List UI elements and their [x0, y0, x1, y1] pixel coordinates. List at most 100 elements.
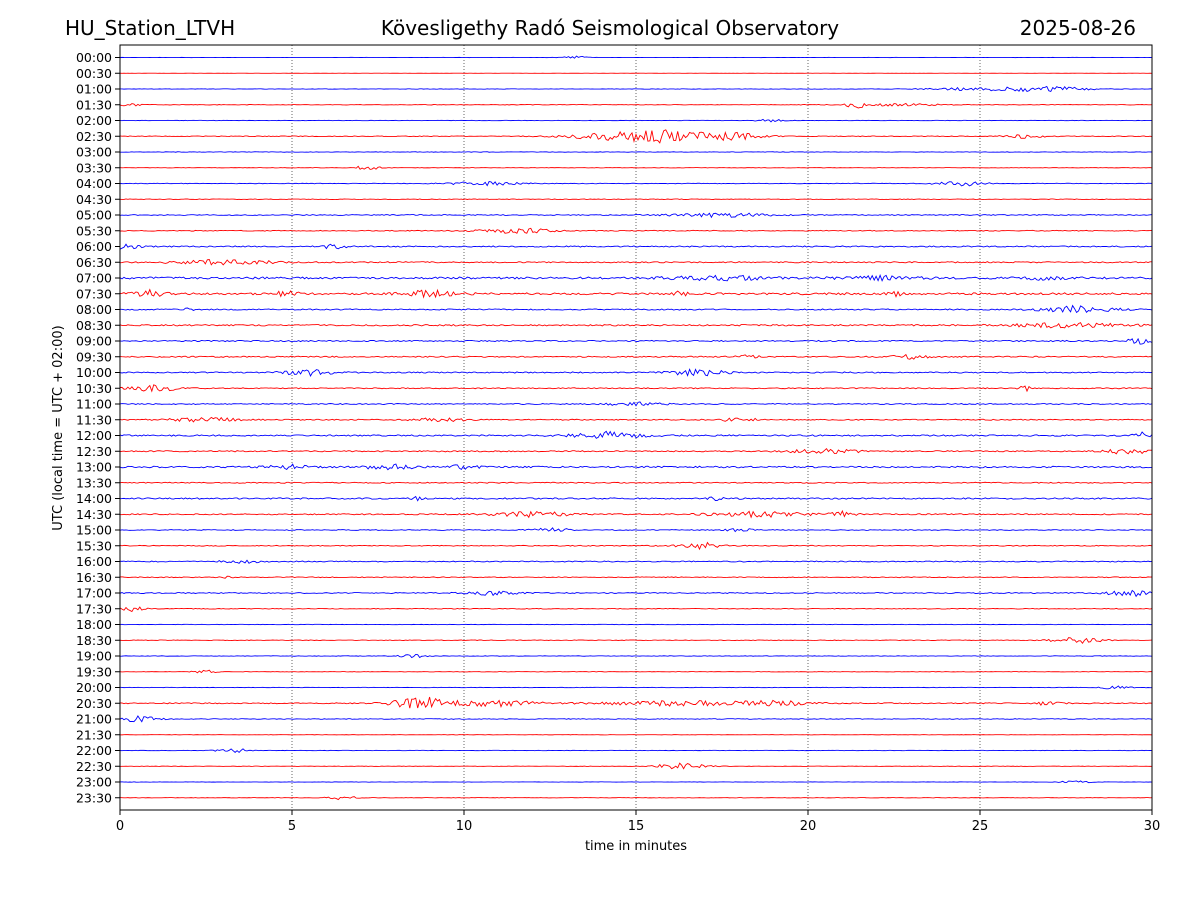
- trace-1130: [119, 416, 1153, 423]
- trace-1400: [119, 495, 1153, 502]
- trace-0630: [119, 259, 1153, 266]
- y-tick-label: 14:00: [76, 491, 112, 506]
- trace-0530: [119, 227, 1153, 234]
- trace-2330: [119, 796, 1153, 801]
- y-tick-label: 18:30: [76, 633, 112, 648]
- y-tick-label: 16:00: [76, 554, 112, 569]
- trace-0700: [119, 274, 1153, 282]
- trace-1830: [119, 637, 1153, 645]
- y-tick-label: 04:00: [76, 176, 112, 191]
- trace-1530: [119, 541, 1153, 551]
- trace-0400: [119, 180, 1153, 187]
- trace-2030: [119, 696, 1153, 709]
- y-tick-label: 02:00: [76, 113, 112, 128]
- trace-0000: [119, 55, 1153, 59]
- trace-1430: [119, 509, 1153, 519]
- x-tick-label: 0: [116, 819, 124, 834]
- trace-1700: [119, 589, 1153, 598]
- trace-1900: [119, 653, 1153, 659]
- y-tick-label: 05:00: [76, 208, 112, 223]
- y-tick-label: 16:30: [76, 570, 112, 585]
- trace-1030: [119, 384, 1153, 393]
- y-tick-label: 08:30: [76, 318, 112, 333]
- trace-1730: [119, 606, 1153, 613]
- x-tick-label: 15: [628, 819, 645, 834]
- y-tick-label: 23:30: [76, 790, 112, 805]
- y-tick-label: 07:00: [76, 271, 112, 286]
- trace-0800: [119, 304, 1153, 314]
- y-tick-label: 22:30: [76, 759, 112, 774]
- trace-1630: [119, 575, 1153, 579]
- y-tick-label: 00:00: [76, 50, 112, 65]
- y-tick-label: 20:00: [76, 680, 112, 695]
- trace-0930: [119, 353, 1153, 360]
- trace-1600: [119, 559, 1153, 564]
- y-tick-label: 15:00: [76, 523, 112, 538]
- y-tick-label: 05:30: [76, 223, 112, 238]
- y-tick-label: 03:30: [76, 160, 112, 175]
- trace-2230: [119, 762, 1153, 770]
- y-tick-label: 17:00: [76, 586, 112, 601]
- y-tick-label: 12:00: [76, 428, 112, 443]
- y-tick-label: 01:00: [76, 82, 112, 97]
- y-tick-label: 10:00: [76, 365, 112, 380]
- y-tick-label: 13:30: [76, 475, 112, 490]
- x-tick-label: 10: [456, 819, 473, 834]
- y-tick-label: 23:00: [76, 775, 112, 790]
- y-tick-label: 15:30: [76, 538, 112, 553]
- trace-0730: [119, 288, 1153, 299]
- y-tick-label: 19:30: [76, 664, 112, 679]
- y-tick-label: 06:00: [76, 239, 112, 254]
- trace-0900: [119, 337, 1153, 345]
- trace-0500: [119, 212, 1153, 219]
- y-tick-label: 09:00: [76, 334, 112, 349]
- y-tick-label: 17:30: [76, 601, 112, 616]
- trace-2000: [119, 685, 1153, 690]
- station-name: HU_Station_LTVH: [65, 16, 236, 40]
- trace-0130: [119, 102, 1153, 109]
- y-tick-label: 19:00: [76, 649, 112, 664]
- trace-0300: [119, 151, 1153, 153]
- trace-0100: [120, 85, 1153, 93]
- y-tick-label: 21:00: [76, 712, 112, 727]
- trace-1230: [119, 448, 1153, 455]
- y-tick-label: 03:00: [76, 145, 112, 160]
- y-tick-label: 14:30: [76, 507, 112, 522]
- x-tick-label: 5: [288, 819, 296, 834]
- trace-0600: [119, 243, 1153, 250]
- y-tick-label: 11:30: [76, 412, 112, 427]
- trace-1330: [119, 481, 1153, 484]
- trace-1500: [119, 527, 1153, 533]
- trace-1200: [119, 430, 1153, 439]
- trace-1300: [119, 463, 1153, 471]
- y-tick-label: 00:30: [76, 66, 112, 81]
- x-tick-label: 25: [972, 819, 989, 834]
- trace-1100: [119, 401, 1153, 407]
- trace-0430: [119, 198, 1153, 201]
- trace-1000: [119, 368, 1153, 377]
- y-tick-label: 04:30: [76, 192, 112, 207]
- y-tick-label: 10:30: [76, 381, 112, 396]
- y-tick-label: 21:30: [76, 727, 112, 742]
- date-label: 2025-08-26: [1019, 16, 1136, 40]
- trace-0230: [119, 129, 1153, 144]
- y-tick-label: 22:00: [76, 743, 112, 758]
- y-tick-label: 13:00: [76, 460, 112, 475]
- y-tick-label: 12:30: [76, 444, 112, 459]
- y-tick-label: 08:00: [76, 302, 112, 317]
- y-tick-label: 20:30: [76, 696, 112, 711]
- x-axis-label: time in minutes: [585, 839, 687, 854]
- y-tick-label: 01:30: [76, 97, 112, 112]
- y-tick-label: 09:30: [76, 349, 112, 364]
- trace-0200: [119, 118, 1153, 123]
- y-tick-label: 02:30: [76, 129, 112, 144]
- trace-2200: [119, 748, 1153, 754]
- x-tick-label: 20: [800, 819, 817, 834]
- trace-0830: [119, 322, 1153, 329]
- chart-title: Kövesligethy Radó Seismological Observat…: [380, 16, 840, 40]
- x-tick-label: 30: [1144, 819, 1161, 834]
- y-tick-label: 18:00: [76, 617, 112, 632]
- trace-2100: [119, 715, 1153, 723]
- trace-1930: [119, 669, 1153, 674]
